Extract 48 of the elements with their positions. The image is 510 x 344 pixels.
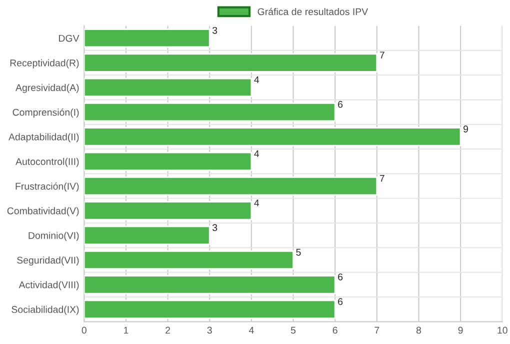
legend-label: Gráfica de resultados IPV bbox=[258, 8, 368, 16]
y-tick-label: Dominio(VI) bbox=[28, 232, 79, 241]
x-tick-label: 1 bbox=[124, 326, 128, 334]
data-label: 7 bbox=[380, 52, 384, 58]
data-label: 6 bbox=[338, 273, 343, 280]
y-tick-label: Sociabilidad(IX) bbox=[12, 306, 79, 315]
bar bbox=[84, 127, 462, 146]
y-tick-label: Adaptabilidad(II) bbox=[8, 133, 79, 142]
bar bbox=[84, 53, 378, 72]
y-tick-label: Autocontrol(III) bbox=[16, 158, 79, 167]
y-tick-label: Seguridad(VII) bbox=[17, 256, 79, 266]
x-tick-label: 6 bbox=[332, 326, 338, 334]
data-label: 9 bbox=[463, 126, 468, 132]
x-tick-label: 7 bbox=[374, 326, 380, 334]
y-tick-label: DGV bbox=[59, 34, 80, 42]
data-label: 4 bbox=[254, 150, 260, 158]
bar bbox=[84, 275, 336, 294]
x-tick-label: 0 bbox=[82, 326, 86, 334]
y-tick-label: Frustración(IV) bbox=[16, 182, 79, 192]
data-label: 6 bbox=[338, 298, 343, 306]
x-tick-label: 3 bbox=[207, 326, 212, 334]
y-tick-label: Receptividad(R) bbox=[10, 59, 79, 68]
bar bbox=[84, 152, 252, 171]
data-label: 4 bbox=[254, 76, 260, 84]
bar bbox=[84, 201, 252, 220]
bar bbox=[84, 28, 210, 48]
bar bbox=[84, 250, 294, 270]
data-label: 7 bbox=[380, 174, 384, 182]
y-tick-label: Agresividad(A) bbox=[16, 84, 79, 93]
x-tick-label: 9 bbox=[458, 326, 463, 334]
bar bbox=[84, 300, 336, 319]
data-label: 3 bbox=[212, 224, 218, 232]
data-label: 6 bbox=[338, 100, 343, 108]
y-tick-label: Combatividad(V) bbox=[7, 207, 79, 216]
bar bbox=[84, 226, 210, 245]
x-tick-label: 10 bbox=[498, 326, 508, 334]
data-label: 3 bbox=[212, 26, 218, 34]
bar bbox=[84, 102, 336, 122]
bar bbox=[84, 78, 252, 98]
bar bbox=[84, 176, 378, 196]
x-tick-label: 8 bbox=[416, 326, 421, 334]
x-tick-label: 4 bbox=[248, 326, 254, 334]
x-tick-label: 2 bbox=[166, 326, 170, 334]
data-label: 5 bbox=[296, 248, 301, 256]
x-tick-label: 5 bbox=[290, 326, 296, 334]
y-tick-label: Comprensión(I) bbox=[12, 108, 79, 118]
data-label: 4 bbox=[254, 200, 260, 206]
y-tick-label: Actividad(VIII) bbox=[18, 281, 79, 290]
